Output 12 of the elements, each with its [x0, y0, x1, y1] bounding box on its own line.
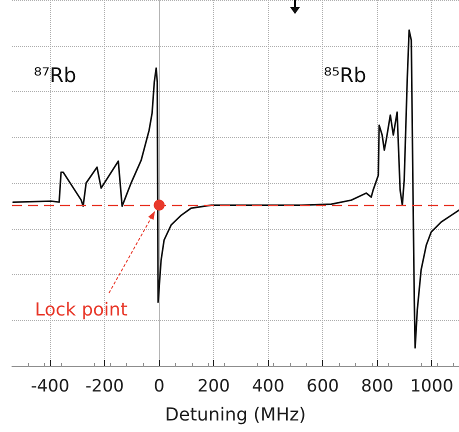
x-tick-label: 600 — [306, 376, 339, 396]
x-tick-label: 0 — [154, 376, 165, 396]
x-axis-title: Detuning (MHz) — [165, 404, 306, 426]
x-tick-label: -200 — [85, 376, 124, 396]
x-tick-label: 1000 — [410, 376, 454, 396]
x-tick-label: 200 — [197, 376, 230, 396]
x-tick-label: -400 — [30, 376, 70, 396]
x-tick-label: 400 — [252, 376, 284, 396]
annotation: ⁸⁷Rb — [34, 63, 76, 87]
annotation: ⁸⁵Rb — [324, 63, 366, 87]
annotation: Lock point — [34, 300, 128, 321]
x-tick-label: 800 — [361, 376, 394, 396]
